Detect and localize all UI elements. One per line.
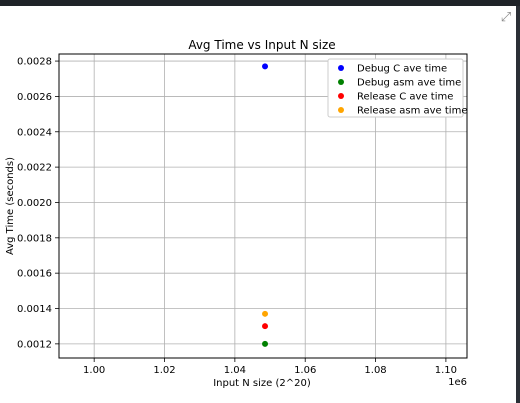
chart-title: Avg Time vs Input N size	[188, 38, 335, 52]
y-tick-label: 0.0012	[17, 339, 52, 350]
y-tick-label: 0.0022	[17, 163, 52, 174]
legend-entry-label: Release C ave time	[357, 92, 453, 103]
legend-entry-label: Release asm ave time	[357, 106, 467, 117]
y-tick-label: 0.0020	[17, 198, 52, 209]
y-tick-label: 0.0016	[17, 269, 52, 280]
y-tick-label: 0.0028	[17, 57, 52, 68]
x-tick-label: 1.04	[224, 365, 246, 376]
y-tick-label: 0.0018	[17, 233, 52, 244]
x-axis-offset-label: 1e6	[448, 377, 467, 388]
y-axis-ticks: 0.0012 0.0014 0.0016 0.0018 0.0020 0.0022 0.00…	[17, 57, 59, 350]
y-tick-label: 0.0024	[17, 127, 52, 138]
data-point	[262, 323, 269, 330]
x-tick-label: 1.10	[435, 365, 457, 376]
legend-marker	[338, 79, 344, 85]
x-tick-label: 1.02	[153, 365, 175, 376]
legend-entry-label: Debug asm ave time	[357, 78, 461, 89]
data-point	[262, 340, 269, 347]
x-axis-ticks: 1.00 1.02 1.04 1.06 1.08 1.10	[83, 358, 457, 376]
legend-marker	[338, 93, 344, 99]
data-points	[262, 63, 269, 347]
expand-icon[interactable]: ⤢	[500, 10, 512, 25]
legend-marker	[338, 65, 344, 71]
plot-area-frame	[58, 53, 468, 359]
legend: Debug C ave time Debug asm ave time Releas…	[327, 58, 467, 118]
legend-marker	[338, 107, 344, 113]
x-tick-label: 1.00	[83, 365, 105, 376]
scrollbar-strip[interactable]	[516, 6, 520, 403]
legend-box	[327, 58, 464, 118]
y-axis-label: Avg Time (seconds)	[5, 157, 16, 255]
legend-entry-label: Debug C ave time	[357, 64, 447, 75]
data-point	[262, 63, 269, 70]
x-axis-label: Input N size (2^20)	[213, 378, 311, 389]
y-tick-label: 0.0014	[17, 304, 52, 315]
x-tick-label: 1.06	[294, 365, 316, 376]
x-tick-label: 1.08	[364, 365, 386, 376]
y-tick-label: 0.0026	[17, 92, 52, 103]
top-bar	[0, 0, 520, 6]
data-point	[262, 310, 269, 317]
